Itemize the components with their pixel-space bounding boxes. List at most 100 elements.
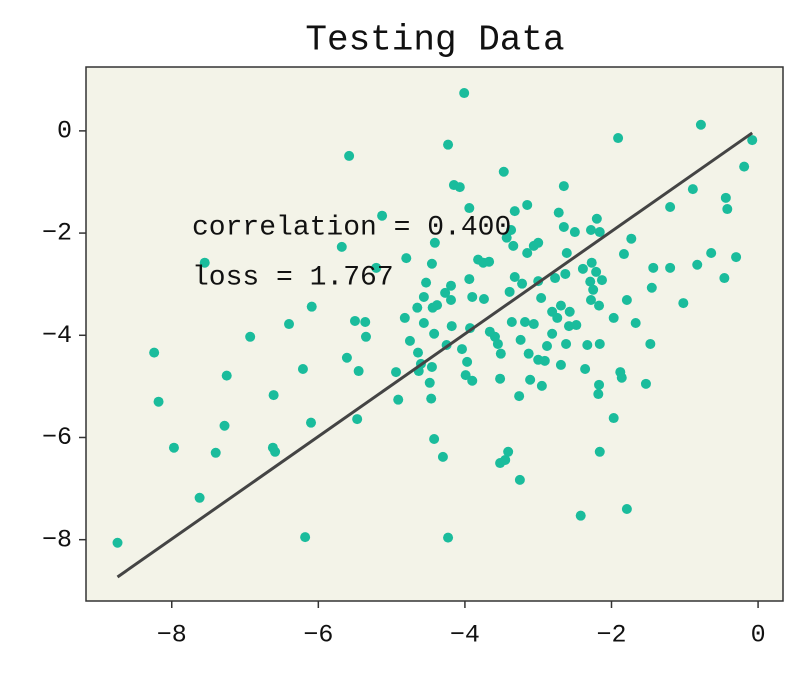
point: [498, 166, 509, 177]
point: [616, 372, 627, 383]
point: [377, 210, 388, 221]
point: [596, 275, 607, 286]
point: [747, 135, 758, 146]
point: [536, 292, 547, 303]
point: [547, 328, 558, 339]
point: [552, 312, 563, 323]
point: [500, 454, 511, 465]
point: [687, 184, 698, 195]
point: [424, 377, 435, 388]
point: [349, 315, 360, 326]
point: [360, 316, 371, 327]
point: [429, 237, 440, 248]
point: [506, 316, 517, 327]
point: [341, 352, 352, 363]
point: [582, 339, 593, 350]
y-tick-label: −8: [42, 525, 72, 554]
point: [555, 359, 566, 370]
point: [731, 252, 742, 263]
point: [352, 414, 363, 425]
point: [509, 272, 520, 283]
point: [509, 206, 520, 217]
point: [443, 532, 454, 543]
point: [393, 394, 404, 405]
point: [495, 373, 506, 384]
point: [536, 380, 547, 391]
y-tick-label: −2: [42, 219, 72, 248]
x-tick-label: 0: [751, 621, 766, 650]
point: [437, 451, 448, 462]
annotation: correlation = 0.400: [192, 212, 511, 243]
point: [580, 364, 591, 375]
point: [594, 379, 605, 390]
point: [508, 240, 519, 251]
point: [219, 420, 230, 431]
point: [646, 282, 657, 293]
point: [478, 293, 489, 304]
point: [558, 221, 569, 232]
point: [522, 248, 533, 259]
point: [484, 256, 495, 267]
point: [575, 510, 586, 521]
point: [525, 374, 536, 385]
point: [571, 320, 582, 331]
point: [593, 389, 604, 400]
point: [495, 348, 506, 359]
point: [564, 306, 575, 317]
point: [695, 119, 706, 130]
point: [210, 447, 221, 458]
point: [722, 204, 733, 215]
point: [426, 258, 437, 269]
point: [522, 199, 533, 210]
point: [399, 312, 410, 323]
fit-line: [116, 131, 754, 579]
point: [371, 262, 382, 273]
point: [515, 334, 526, 345]
point: [456, 344, 467, 355]
point: [429, 328, 440, 339]
point: [626, 233, 637, 244]
point: [391, 367, 402, 378]
point: [418, 291, 429, 302]
point: [153, 396, 164, 407]
point: [585, 295, 596, 306]
point: [432, 300, 443, 311]
point: [591, 266, 602, 277]
point: [445, 280, 456, 291]
y-tick-label: −6: [42, 423, 72, 452]
point: [199, 257, 210, 268]
point: [591, 213, 602, 224]
y-tick-label: −4: [42, 321, 72, 350]
point: [594, 300, 605, 311]
point: [112, 537, 123, 548]
point: [284, 319, 295, 330]
point: [270, 446, 281, 457]
point: [585, 225, 596, 236]
point: [648, 262, 659, 273]
point: [594, 446, 605, 457]
point: [168, 442, 179, 453]
point: [563, 321, 574, 332]
point: [539, 355, 550, 366]
point: [245, 331, 256, 342]
x-tick-label: −8: [157, 621, 187, 650]
point: [533, 237, 544, 248]
point: [706, 248, 717, 259]
point: [412, 302, 423, 313]
plot-frame: [85, 66, 784, 602]
point: [560, 268, 571, 279]
annotation: loss = 1.767: [192, 262, 394, 293]
point: [665, 202, 676, 213]
point: [517, 278, 528, 289]
point: [528, 319, 539, 330]
point: [464, 203, 475, 214]
point: [426, 361, 437, 372]
point: [542, 341, 553, 352]
point: [429, 434, 440, 445]
point: [555, 300, 566, 311]
point: [464, 274, 475, 285]
point: [440, 287, 451, 298]
point: [665, 262, 676, 273]
point: [618, 249, 629, 260]
point: [360, 331, 371, 342]
